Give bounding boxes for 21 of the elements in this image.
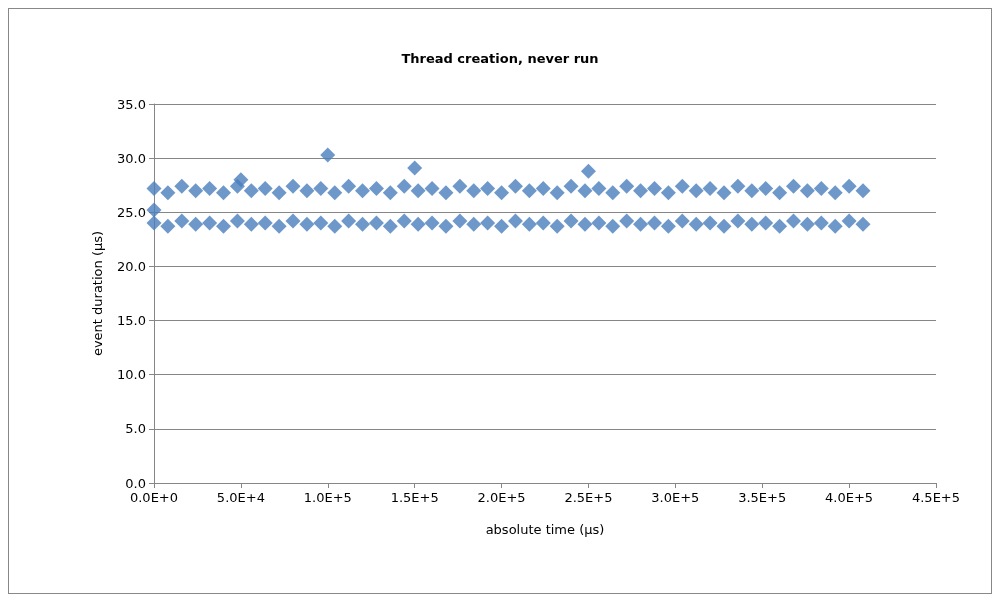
y-tick-label: 0.0 <box>125 475 146 491</box>
x-tick-label: 1.0E+5 <box>303 490 352 505</box>
x-tick-label: 3.0E+5 <box>651 490 700 505</box>
y-axis-title: event duration (µs) <box>90 230 105 357</box>
y-tick-label: 25.0 <box>117 204 146 220</box>
x-tick-label: 3.5E+5 <box>738 490 787 505</box>
x-tick-label: 2.0E+5 <box>477 490 526 505</box>
x-tick-label: 4.0E+5 <box>825 490 874 505</box>
y-tick-label: 35.0 <box>117 96 146 112</box>
y-tick-label: 10.0 <box>117 367 146 383</box>
x-tick-label: 1.5E+5 <box>390 490 439 505</box>
x-tick-label: 0.0E+0 <box>129 490 179 505</box>
y-tick-label: 5.0 <box>125 421 146 437</box>
chart-title: Thread creation, never run <box>401 51 599 66</box>
x-tick-label: 5.0E+4 <box>216 490 265 505</box>
x-axis-title: absolute time (µs) <box>485 522 605 537</box>
x-tick-label: 2.5E+5 <box>564 490 613 505</box>
x-tick-label: 4.5E+5 <box>911 490 961 505</box>
y-tick-label: 30.0 <box>117 150 146 166</box>
y-tick-label: 20.0 <box>117 258 146 274</box>
y-tick-label: 15.0 <box>117 313 146 329</box>
